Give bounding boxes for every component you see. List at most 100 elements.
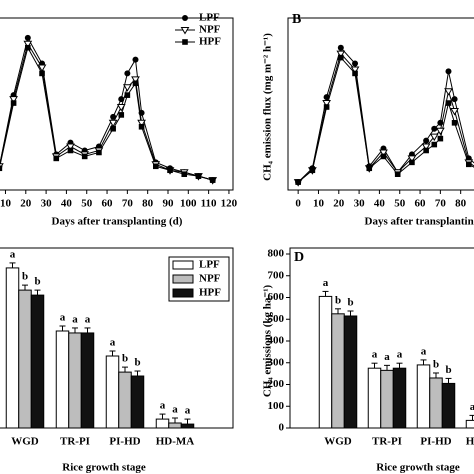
y-tick-label: 500 bbox=[268, 313, 285, 325]
significance-letter: a bbox=[397, 349, 403, 361]
marker bbox=[322, 100, 331, 108]
marker bbox=[118, 112, 125, 118]
marker bbox=[24, 34, 31, 41]
marker bbox=[445, 68, 452, 75]
marker bbox=[309, 167, 316, 174]
bar bbox=[30, 294, 45, 429]
marker bbox=[435, 127, 445, 136]
panel: D CH₄ emissions (kg ha⁻¹) Rice growth stag… bbox=[262, 247, 474, 474]
marker bbox=[66, 143, 75, 152]
bar bbox=[343, 315, 358, 429]
legend-label: NPF bbox=[199, 273, 221, 285]
marker bbox=[407, 155, 417, 163]
x-tick-label: HD-MA bbox=[466, 436, 474, 448]
x-tick-label: 90 bbox=[162, 198, 174, 210]
panel-label: B bbox=[292, 12, 301, 27]
legend-label: HPF bbox=[199, 287, 221, 299]
y-tick-label: 300 bbox=[268, 356, 285, 368]
significance-letter: b bbox=[122, 353, 128, 365]
x-tick-label: 10 bbox=[313, 198, 325, 210]
significance-letter: a bbox=[85, 313, 91, 325]
legend-label: NPF bbox=[199, 24, 221, 36]
marker bbox=[409, 159, 415, 166]
x-tick-label: 10 bbox=[0, 198, 11, 210]
bar bbox=[130, 375, 145, 429]
marker bbox=[431, 125, 438, 132]
bar bbox=[392, 367, 407, 429]
x-tick-label: 60 bbox=[415, 198, 427, 210]
x-tick-label: 50 bbox=[81, 198, 93, 210]
x-tick-label: 70 bbox=[435, 198, 447, 210]
bar bbox=[318, 295, 333, 429]
marker bbox=[323, 94, 330, 101]
marker bbox=[122, 84, 132, 92]
marker bbox=[423, 137, 430, 144]
bar bbox=[465, 419, 474, 429]
marker bbox=[337, 44, 344, 51]
x-tick-label: WGD bbox=[324, 436, 352, 448]
significance-letter: b bbox=[335, 294, 341, 306]
marker bbox=[137, 119, 146, 128]
marker bbox=[110, 125, 116, 132]
significance-letter: a bbox=[470, 401, 474, 413]
marker bbox=[431, 141, 438, 148]
bar bbox=[168, 422, 182, 429]
legend-box bbox=[168, 256, 230, 302]
marker bbox=[23, 40, 33, 49]
y-tick-label: 700 bbox=[268, 269, 285, 281]
marker bbox=[421, 143, 431, 152]
marker bbox=[437, 119, 444, 126]
bar bbox=[18, 289, 32, 429]
significance-letter: b bbox=[445, 364, 451, 376]
y-tick-label: 200 bbox=[268, 378, 285, 390]
x-tick-label: TR-PI bbox=[60, 436, 90, 448]
significance-letter: a bbox=[421, 345, 427, 357]
x-tick-label: 110 bbox=[201, 198, 217, 210]
panel: Days after transplanting (d) 10 20 30 40 50 60… bbox=[0, 12, 238, 228]
legend-marker bbox=[180, 27, 190, 35]
series-line bbox=[0, 36, 213, 181]
bar bbox=[429, 377, 443, 429]
y-tick-label: 100 bbox=[268, 400, 285, 412]
significance-letter: a bbox=[10, 248, 16, 260]
marker bbox=[67, 147, 74, 154]
significance-letter: a bbox=[60, 312, 66, 324]
marker bbox=[429, 133, 439, 142]
significance-letter: b bbox=[134, 357, 140, 369]
x-tick-label: 30 bbox=[354, 198, 366, 210]
bar bbox=[68, 332, 82, 429]
significance-letter: a bbox=[323, 277, 329, 289]
y-axis-label: CH₄ emissions (kg ha⁻¹) bbox=[262, 285, 274, 398]
marker bbox=[181, 171, 188, 177]
bar bbox=[331, 313, 345, 429]
marker bbox=[124, 70, 131, 77]
marker bbox=[352, 60, 359, 67]
marker bbox=[466, 161, 472, 168]
marker bbox=[350, 66, 360, 74]
x-tick-label: 40 bbox=[61, 198, 73, 210]
x-tick-label: WGD bbox=[11, 436, 39, 448]
legend-label: LPF bbox=[199, 259, 220, 271]
axes-frame bbox=[287, 17, 474, 191]
x-tick-label: 80 bbox=[142, 198, 154, 210]
marker bbox=[295, 179, 301, 185]
x-tick-label: PI-HD bbox=[420, 436, 451, 448]
y-tick-label: 800 bbox=[268, 248, 285, 260]
x-tick-label: 120 bbox=[221, 198, 238, 210]
legend-swatch bbox=[172, 288, 194, 298]
marker bbox=[209, 177, 216, 183]
marker bbox=[96, 149, 102, 156]
bar bbox=[367, 367, 382, 429]
marker bbox=[108, 119, 118, 128]
panel: B CH₄ emission flux (mg m⁻² h⁻¹) Days afte… bbox=[262, 12, 474, 228]
y-axis-label: CH₄ emission flux (mg m⁻² h⁻¹) bbox=[262, 33, 274, 181]
marker bbox=[132, 56, 139, 63]
significance-letter: b bbox=[34, 276, 40, 288]
significance-letter: a bbox=[185, 405, 191, 417]
significance-letter: b bbox=[347, 297, 353, 309]
significance-letter: a bbox=[72, 313, 78, 325]
x-tick-label: 70 bbox=[122, 198, 134, 210]
x-axis-label: Rice growth stage bbox=[62, 462, 146, 474]
